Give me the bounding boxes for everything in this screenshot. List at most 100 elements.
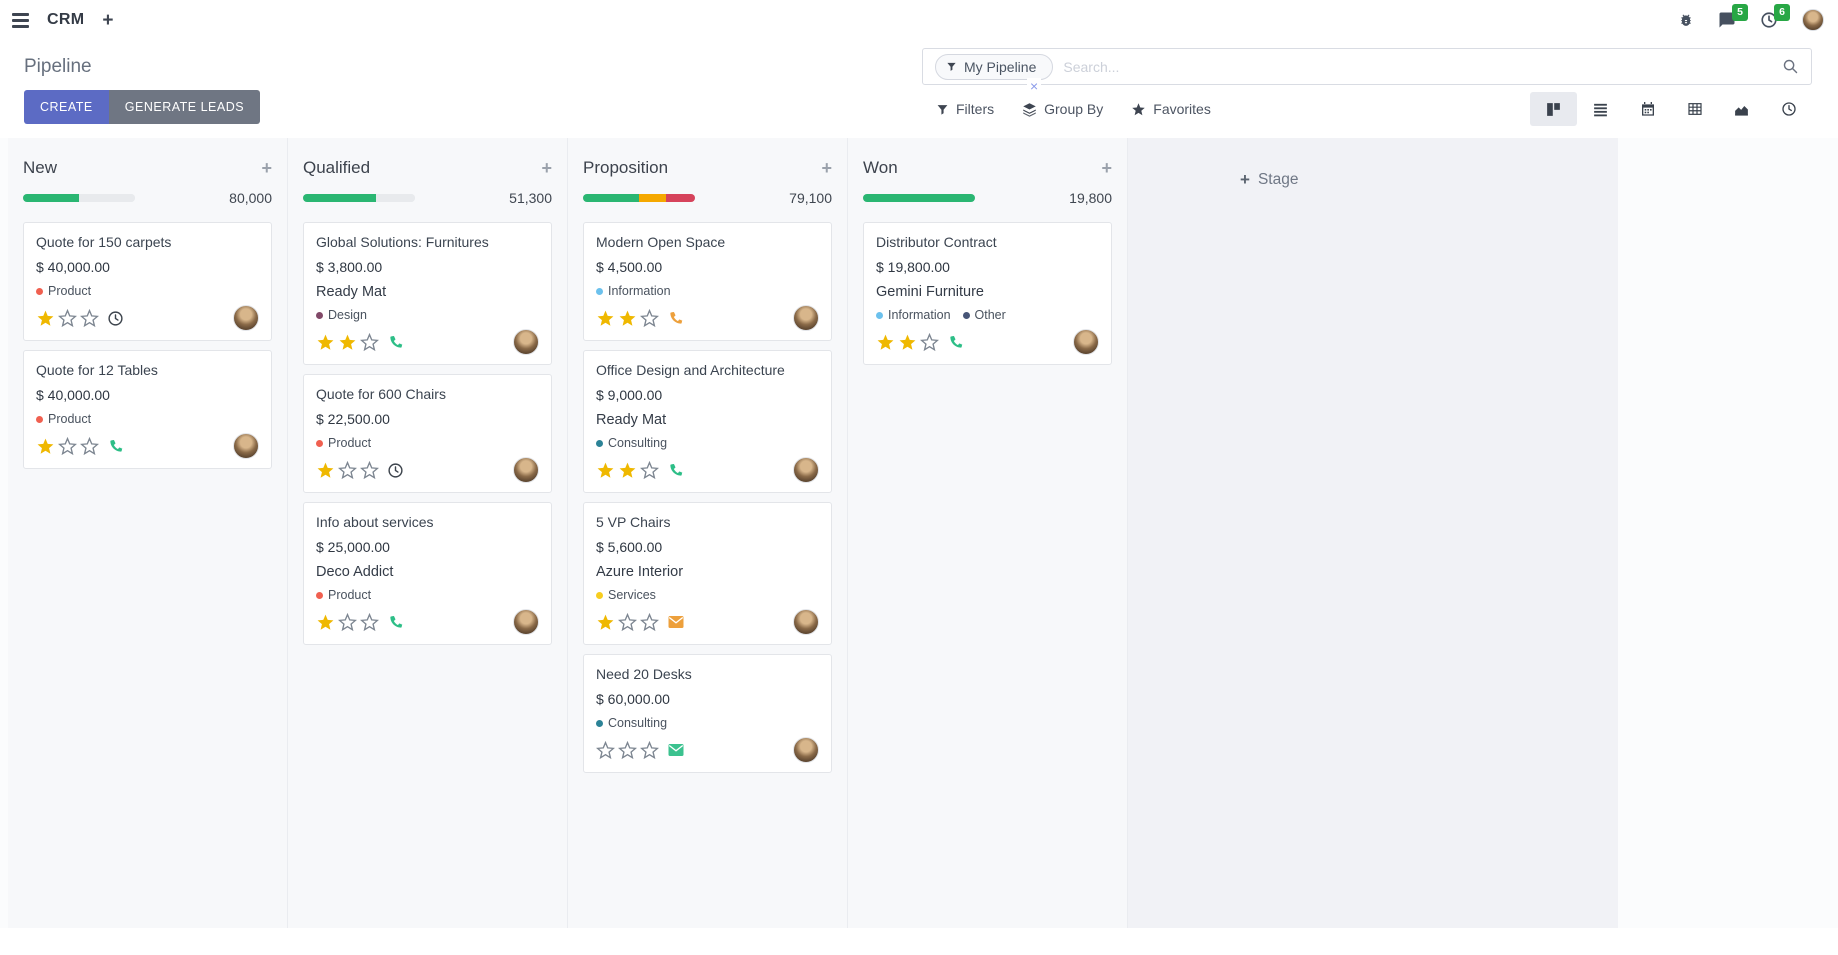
calendar-view-button[interactable] <box>1624 92 1671 126</box>
avatar[interactable] <box>233 433 259 459</box>
kanban-card[interactable]: 5 VP Chairs $ 5,600.00 Azure Interior Se… <box>583 502 832 645</box>
activity-view-button[interactable] <box>1765 92 1812 126</box>
star-empty-icon[interactable] <box>338 612 357 632</box>
bug-icon[interactable] <box>1678 12 1694 28</box>
search-input[interactable]: My Pipeline × Search... <box>922 48 1812 94</box>
progress-segment[interactable] <box>639 194 666 202</box>
phone-icon[interactable] <box>387 613 405 631</box>
kanban-card[interactable]: Quote for 150 carpets $ 40,000.00 Produc… <box>23 222 272 341</box>
star-empty-icon[interactable] <box>360 332 379 352</box>
kanban-icon <box>1547 102 1560 116</box>
remove-facet-button[interactable]: × <box>1027 78 1042 94</box>
kanban-board: New + 80,000 Quote for 150 carpets $ 40,… <box>0 138 1838 928</box>
graph-view-button[interactable] <box>1718 92 1765 126</box>
kanban-card[interactable]: Global Solutions: Furnitures $ 3,800.00 … <box>303 222 552 365</box>
list-view-button[interactable] <box>1577 92 1624 126</box>
star-filled-icon[interactable] <box>596 309 615 328</box>
progress-segment[interactable] <box>863 194 975 202</box>
progress-segment[interactable] <box>375 194 415 202</box>
avatar[interactable] <box>793 609 819 635</box>
star-empty-icon[interactable] <box>58 436 77 456</box>
app-name[interactable]: CRM <box>47 11 85 28</box>
avatar[interactable] <box>793 737 819 763</box>
envelope-icon[interactable] <box>667 741 685 759</box>
envelope-icon[interactable] <box>667 613 685 631</box>
create-button[interactable]: CREATE <box>24 90 109 124</box>
filters-button[interactable]: Filters <box>936 101 994 117</box>
avatar[interactable] <box>513 329 539 355</box>
star-filled-icon[interactable] <box>316 333 335 352</box>
pivot-view-button[interactable] <box>1671 92 1718 126</box>
messages-badge: 5 <box>1732 4 1748 21</box>
phone-icon[interactable] <box>107 437 125 455</box>
phone-icon[interactable] <box>947 333 965 351</box>
kanban-card[interactable]: Need 20 Desks $ 60,000.00 Consulting <box>583 654 832 773</box>
kanban-card[interactable]: Info about services $ 25,000.00 Deco Add… <box>303 502 552 645</box>
star-filled-icon[interactable] <box>618 461 637 480</box>
group-by-button[interactable]: Group By <box>1022 101 1103 117</box>
progress-segment[interactable] <box>583 194 639 202</box>
stage-total: 19,800 <box>1069 190 1112 206</box>
kanban-card[interactable]: Quote for 600 Chairs $ 22,500.00 Product <box>303 374 552 493</box>
phone-icon[interactable] <box>667 461 685 479</box>
add-record-button[interactable]: + <box>261 158 272 178</box>
star-empty-icon[interactable] <box>58 308 77 328</box>
avatar[interactable] <box>513 457 539 483</box>
favorites-button[interactable]: Favorites <box>1131 101 1211 117</box>
card-title: 5 VP Chairs <box>596 514 671 530</box>
activities-clock-icon[interactable]: 6 <box>1760 4 1790 29</box>
add-record-button[interactable]: + <box>541 158 552 178</box>
star-filled-icon[interactable] <box>618 309 637 328</box>
progress-segment[interactable] <box>23 194 79 202</box>
progress-segment[interactable] <box>665 194 695 202</box>
star-filled-icon[interactable] <box>316 461 335 480</box>
star-empty-icon[interactable] <box>920 332 939 352</box>
star-empty-icon[interactable] <box>360 612 379 632</box>
star-filled-icon[interactable] <box>596 461 615 480</box>
star-filled-icon[interactable] <box>898 333 917 352</box>
star-empty-icon[interactable] <box>596 740 615 760</box>
avatar[interactable] <box>793 305 819 331</box>
avatar[interactable] <box>233 305 259 331</box>
clock-icon[interactable] <box>387 462 404 479</box>
card-tags: Information Other <box>876 308 1099 322</box>
star-filled-icon[interactable] <box>36 437 55 456</box>
star-filled-icon[interactable] <box>338 333 357 352</box>
plus-icon[interactable]: + <box>102 9 114 31</box>
star-empty-icon[interactable] <box>80 308 99 328</box>
star-empty-icon[interactable] <box>640 612 659 632</box>
star-empty-icon[interactable] <box>640 308 659 328</box>
progress-segment[interactable] <box>79 194 135 202</box>
star-empty-icon[interactable] <box>640 460 659 480</box>
menu-icon[interactable] <box>12 12 29 28</box>
avatar[interactable] <box>513 609 539 635</box>
progress-segment[interactable] <box>303 194 376 202</box>
avatar[interactable] <box>793 457 819 483</box>
add-record-button[interactable]: + <box>1101 158 1112 178</box>
add-stage-button[interactable]: + Stage <box>1240 170 1299 189</box>
kanban-view-button[interactable] <box>1530 92 1577 126</box>
avatar[interactable] <box>1073 329 1099 355</box>
kanban-card[interactable]: Office Design and Architecture $ 9,000.0… <box>583 350 832 493</box>
star-empty-icon[interactable] <box>80 436 99 456</box>
star-filled-icon[interactable] <box>36 309 55 328</box>
kanban-card[interactable]: Distributor Contract $ 19,800.00 Gemini … <box>863 222 1112 365</box>
star-filled-icon[interactable] <box>876 333 895 352</box>
star-filled-icon[interactable] <box>596 613 615 632</box>
star-empty-icon[interactable] <box>618 740 637 760</box>
star-empty-icon[interactable] <box>338 460 357 480</box>
phone-icon[interactable] <box>387 333 405 351</box>
clock-icon[interactable] <box>107 310 124 327</box>
kanban-card[interactable]: Quote for 12 Tables $ 40,000.00 Product <box>23 350 272 469</box>
star-empty-icon[interactable] <box>640 740 659 760</box>
avatar[interactable] <box>1802 9 1824 31</box>
kanban-card[interactable]: Modern Open Space $ 4,500.00 Information <box>583 222 832 341</box>
add-record-button[interactable]: + <box>821 158 832 178</box>
star-empty-icon[interactable] <box>618 612 637 632</box>
phone-icon[interactable] <box>667 309 685 327</box>
star-empty-icon[interactable] <box>360 460 379 480</box>
generate-leads-button[interactable]: GENERATE LEADS <box>108 90 261 124</box>
star-filled-icon[interactable] <box>316 613 335 632</box>
messages-icon[interactable]: 5 <box>1718 4 1748 29</box>
control-panel: Pipeline CREATE GENERATE LEADS My Pipeli… <box>0 40 1838 138</box>
